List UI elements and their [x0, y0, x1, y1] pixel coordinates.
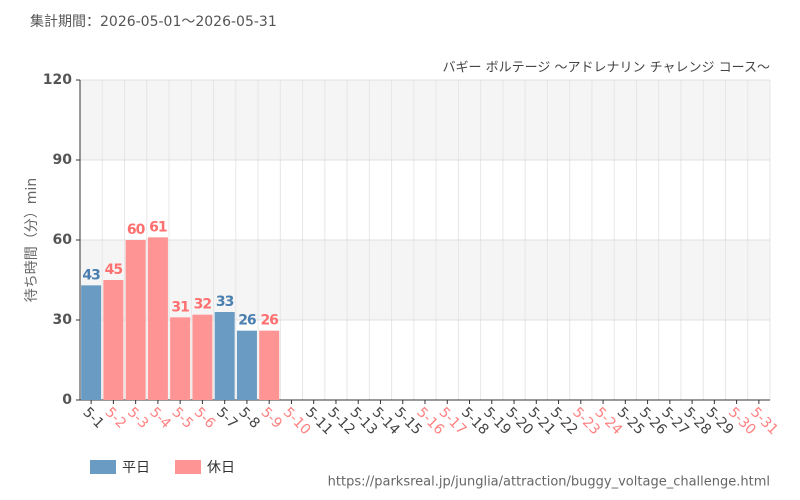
data-label: 45: [105, 262, 123, 278]
grid-band: [80, 80, 770, 160]
bar: [236, 330, 257, 400]
y-tick-label: 60: [53, 232, 73, 248]
y-tick-label: 90: [53, 152, 73, 168]
data-label: 32: [194, 297, 212, 313]
bar: [81, 285, 102, 400]
bar: [125, 240, 146, 400]
x-tick-label: 5-3: [124, 404, 151, 431]
data-label: 26: [238, 313, 256, 329]
legend-label: 平日: [122, 460, 150, 476]
grid-band: [80, 240, 770, 320]
legend-swatch: [90, 460, 116, 474]
x-tick-label: 5-6: [191, 404, 219, 432]
x-tick-label: 5-5: [169, 404, 196, 431]
y-axis-title: 待ち時間（分）min: [24, 178, 40, 302]
y-tick-label: 30: [53, 312, 73, 328]
legend-label: 休日: [207, 460, 235, 476]
data-label: 43: [82, 267, 100, 283]
bar: [192, 314, 213, 400]
data-label: 60: [127, 222, 146, 238]
legend-swatch: [175, 460, 201, 474]
y-tick-label: 0: [62, 392, 72, 408]
period: 集計期間：2026-05-01～2026-05-31: [30, 13, 277, 30]
bar: [147, 237, 168, 400]
y-tick-label: 120: [43, 72, 72, 88]
x-tick-label: 5-4: [146, 404, 174, 432]
x-tick-label: 5-2: [102, 404, 129, 431]
x-tick-label: 5-1: [79, 404, 106, 431]
data-label: 31: [171, 299, 189, 315]
x-tick-label: 5-9: [258, 404, 285, 431]
bar: [103, 280, 124, 400]
x-tick-label: 5-8: [235, 404, 262, 431]
data-label: 33: [216, 294, 234, 310]
source-url: https://parksreal.jp/junglia/attraction/…: [328, 475, 770, 490]
bar: [214, 312, 235, 400]
bar: [259, 330, 280, 400]
data-label: 61: [149, 219, 167, 235]
x-tick-label: 5-7: [213, 404, 240, 431]
data-label: 26: [260, 313, 278, 329]
bar: [170, 317, 191, 400]
chart-title: バギー ボルテージ ～アドレナリン チャレンジ コース～: [443, 61, 771, 76]
